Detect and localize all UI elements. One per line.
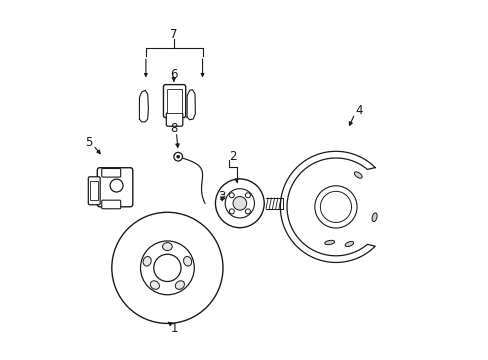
Circle shape [314, 186, 356, 228]
Circle shape [176, 155, 179, 158]
Text: 7: 7 [170, 28, 177, 41]
Circle shape [320, 191, 351, 222]
Circle shape [112, 212, 223, 323]
Circle shape [229, 193, 234, 198]
Circle shape [174, 152, 182, 161]
Circle shape [215, 179, 264, 228]
Polygon shape [139, 90, 148, 122]
FancyBboxPatch shape [167, 89, 182, 113]
FancyBboxPatch shape [163, 85, 185, 118]
Ellipse shape [183, 257, 191, 266]
Ellipse shape [371, 213, 376, 222]
Ellipse shape [324, 240, 334, 244]
FancyBboxPatch shape [90, 181, 98, 201]
Ellipse shape [345, 242, 353, 247]
Ellipse shape [354, 172, 362, 178]
Text: 2: 2 [229, 150, 236, 163]
FancyBboxPatch shape [97, 168, 133, 207]
Text: 3: 3 [218, 190, 225, 203]
FancyBboxPatch shape [102, 200, 121, 209]
Ellipse shape [150, 281, 159, 289]
Circle shape [245, 209, 250, 214]
Text: 8: 8 [170, 122, 177, 135]
Text: 4: 4 [355, 104, 362, 117]
Circle shape [110, 179, 123, 192]
FancyBboxPatch shape [102, 168, 121, 177]
Text: 6: 6 [170, 68, 177, 81]
Polygon shape [280, 151, 374, 262]
Circle shape [229, 209, 234, 214]
Ellipse shape [162, 243, 172, 251]
Ellipse shape [175, 281, 184, 289]
Ellipse shape [143, 257, 151, 266]
Polygon shape [187, 90, 195, 120]
Circle shape [225, 189, 254, 218]
FancyBboxPatch shape [88, 177, 100, 205]
Text: 5: 5 [85, 136, 93, 149]
Text: 1: 1 [170, 322, 178, 335]
FancyBboxPatch shape [166, 113, 183, 126]
Circle shape [245, 193, 250, 198]
Circle shape [233, 197, 246, 210]
